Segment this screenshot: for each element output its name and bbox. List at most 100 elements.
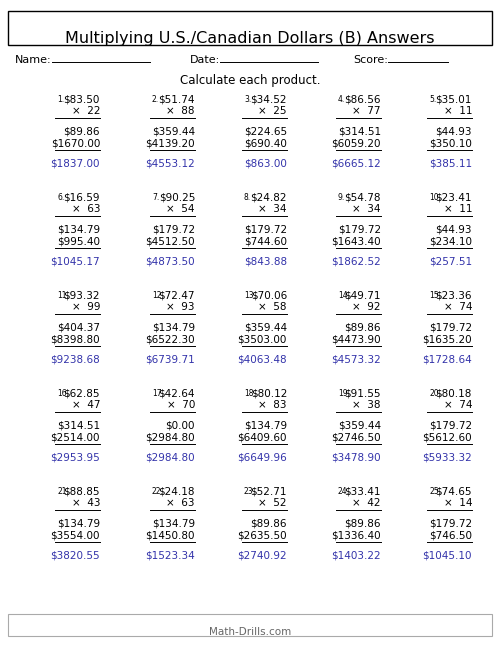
Text: $359.44: $359.44 bbox=[152, 127, 195, 137]
Text: 22.: 22. bbox=[152, 487, 164, 496]
Text: $89.86: $89.86 bbox=[250, 519, 287, 529]
Text: ×  42: × 42 bbox=[352, 498, 381, 508]
Text: $4139.20: $4139.20 bbox=[146, 138, 195, 148]
Text: $80.12: $80.12 bbox=[250, 389, 287, 399]
Text: $1728.64: $1728.64 bbox=[422, 355, 472, 365]
Text: $34.52: $34.52 bbox=[250, 95, 287, 105]
Text: $90.25: $90.25 bbox=[158, 193, 195, 203]
Text: 4.: 4. bbox=[338, 95, 345, 104]
Text: $16.59: $16.59 bbox=[64, 193, 100, 203]
Text: 17.: 17. bbox=[152, 389, 164, 398]
Text: $72.47: $72.47 bbox=[158, 291, 195, 301]
Text: $74.65: $74.65 bbox=[436, 487, 472, 497]
Text: 6.: 6. bbox=[57, 193, 64, 202]
Text: 24.: 24. bbox=[338, 487, 350, 496]
Text: $6522.30: $6522.30 bbox=[146, 334, 195, 344]
Text: $179.72: $179.72 bbox=[244, 225, 287, 235]
Text: $359.44: $359.44 bbox=[338, 421, 381, 431]
Text: $44.93: $44.93 bbox=[436, 225, 472, 235]
Text: $1045.10: $1045.10 bbox=[422, 551, 472, 561]
Text: ×  34: × 34 bbox=[352, 204, 381, 214]
Text: $54.78: $54.78 bbox=[344, 193, 381, 203]
Text: $6409.60: $6409.60 bbox=[238, 432, 287, 442]
Text: $51.74: $51.74 bbox=[158, 95, 195, 105]
Text: $2984.80: $2984.80 bbox=[146, 453, 195, 463]
Text: $62.85: $62.85 bbox=[64, 389, 100, 399]
Text: $23.36: $23.36 bbox=[436, 291, 472, 301]
Text: $83.50: $83.50 bbox=[64, 95, 100, 105]
Text: $0.00: $0.00 bbox=[166, 421, 195, 431]
Text: $5612.60: $5612.60 bbox=[422, 432, 472, 442]
Text: $4553.12: $4553.12 bbox=[145, 159, 195, 169]
Text: $995.40: $995.40 bbox=[57, 236, 100, 246]
Text: $690.40: $690.40 bbox=[244, 138, 287, 148]
Text: $314.51: $314.51 bbox=[338, 127, 381, 137]
Text: ×  70: × 70 bbox=[166, 400, 195, 410]
Text: $86.56: $86.56 bbox=[344, 95, 381, 105]
Text: $88.85: $88.85 bbox=[64, 487, 100, 497]
FancyBboxPatch shape bbox=[8, 11, 492, 45]
Text: $89.86: $89.86 bbox=[344, 519, 381, 529]
Text: $359.44: $359.44 bbox=[244, 323, 287, 333]
Text: ×  63: × 63 bbox=[166, 498, 195, 508]
Text: $4063.48: $4063.48 bbox=[238, 355, 287, 365]
Text: $4573.32: $4573.32 bbox=[331, 355, 381, 365]
Text: $134.79: $134.79 bbox=[57, 519, 100, 529]
Text: $44.93: $44.93 bbox=[436, 127, 472, 137]
Text: $3478.90: $3478.90 bbox=[332, 453, 381, 463]
Text: 1.: 1. bbox=[57, 95, 64, 104]
Text: $179.72: $179.72 bbox=[152, 225, 195, 235]
Text: $80.18: $80.18 bbox=[436, 389, 472, 399]
Text: $2953.95: $2953.95 bbox=[50, 453, 100, 463]
Text: $1450.80: $1450.80 bbox=[146, 530, 195, 540]
Text: $9238.68: $9238.68 bbox=[50, 355, 100, 365]
Text: ×  54: × 54 bbox=[166, 204, 195, 214]
Text: ×  93: × 93 bbox=[166, 302, 195, 312]
Text: $1862.52: $1862.52 bbox=[331, 257, 381, 267]
Text: ×  88: × 88 bbox=[166, 106, 195, 116]
Text: $179.72: $179.72 bbox=[338, 225, 381, 235]
Text: $1837.00: $1837.00 bbox=[50, 159, 100, 169]
Text: $24.82: $24.82 bbox=[250, 193, 287, 203]
Text: ×  47: × 47 bbox=[72, 400, 100, 410]
Text: $350.10: $350.10 bbox=[429, 138, 472, 148]
Text: 7.: 7. bbox=[152, 193, 159, 202]
Text: $93.32: $93.32 bbox=[64, 291, 100, 301]
Text: ×  74: × 74 bbox=[444, 302, 472, 312]
Text: 16.: 16. bbox=[57, 389, 69, 398]
Text: $385.11: $385.11 bbox=[429, 159, 472, 169]
Text: $5933.32: $5933.32 bbox=[422, 453, 472, 463]
Text: 2.: 2. bbox=[152, 95, 159, 104]
Text: ×  38: × 38 bbox=[352, 400, 381, 410]
Text: ×  25: × 25 bbox=[258, 106, 287, 116]
Text: $1523.34: $1523.34 bbox=[145, 551, 195, 561]
Text: $6059.20: $6059.20 bbox=[332, 138, 381, 148]
Text: $134.79: $134.79 bbox=[244, 421, 287, 431]
Text: ×  63: × 63 bbox=[72, 204, 100, 214]
Text: $2740.92: $2740.92 bbox=[238, 551, 287, 561]
Text: $843.88: $843.88 bbox=[244, 257, 287, 267]
Text: Date:: Date: bbox=[190, 55, 220, 65]
Text: ×  74: × 74 bbox=[444, 400, 472, 410]
Text: Multiplying U.S./Canadian Dollars (B) Answers: Multiplying U.S./Canadian Dollars (B) An… bbox=[65, 31, 435, 46]
Text: $35.01: $35.01 bbox=[436, 95, 472, 105]
Text: $4873.50: $4873.50 bbox=[146, 257, 195, 267]
Text: 11.: 11. bbox=[57, 291, 69, 300]
Text: $1643.40: $1643.40 bbox=[332, 236, 381, 246]
Text: $224.65: $224.65 bbox=[244, 127, 287, 137]
Text: $2635.50: $2635.50 bbox=[238, 530, 287, 540]
Text: $1403.22: $1403.22 bbox=[332, 551, 381, 561]
Text: $6665.12: $6665.12 bbox=[331, 159, 381, 169]
Text: ×  14: × 14 bbox=[444, 498, 472, 508]
Text: $70.06: $70.06 bbox=[251, 291, 287, 301]
Text: ×  11: × 11 bbox=[444, 204, 472, 214]
Text: ×  58: × 58 bbox=[258, 302, 287, 312]
Text: ×  11: × 11 bbox=[444, 106, 472, 116]
Text: $3503.00: $3503.00 bbox=[238, 334, 287, 344]
Text: $2746.50: $2746.50 bbox=[332, 432, 381, 442]
Text: 12.: 12. bbox=[152, 291, 164, 300]
Text: 18.: 18. bbox=[244, 389, 256, 398]
Text: $234.10: $234.10 bbox=[429, 236, 472, 246]
Text: $134.79: $134.79 bbox=[152, 519, 195, 529]
Text: 19.: 19. bbox=[338, 389, 350, 398]
